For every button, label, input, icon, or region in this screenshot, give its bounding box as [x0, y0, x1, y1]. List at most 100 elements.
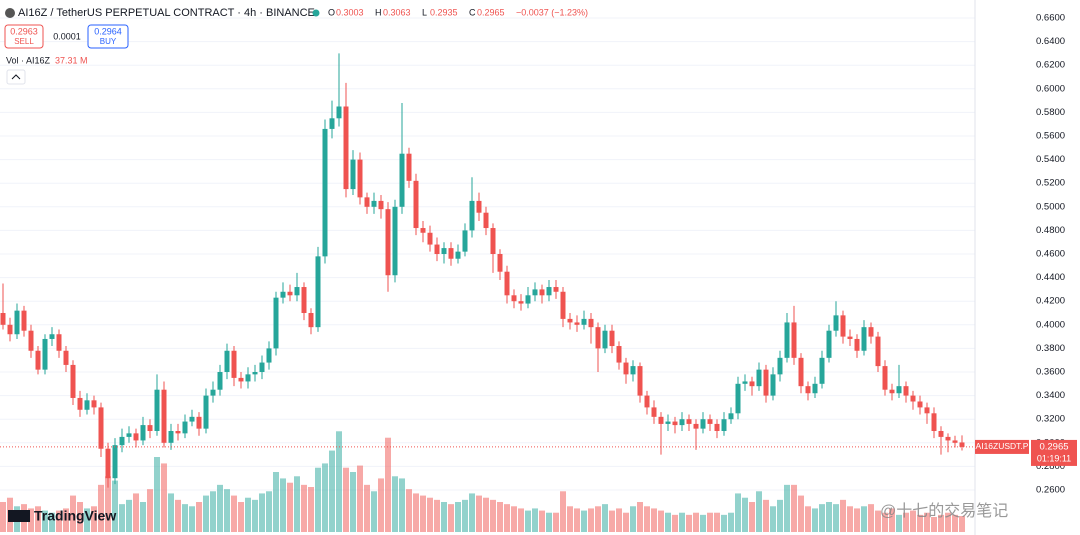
candle-body [665, 421, 671, 424]
volume-bar [203, 495, 209, 532]
volume-bar [420, 495, 426, 532]
volume-bar [336, 431, 342, 532]
sell-button[interactable] [4, 24, 44, 49]
legend-value: 0.3063 [383, 7, 411, 17]
candle-body [294, 287, 300, 296]
volume-bar [182, 504, 188, 532]
candle-body [175, 431, 181, 434]
volume-bar [847, 506, 853, 532]
volume-bar [707, 512, 713, 532]
volume-bar [924, 512, 930, 532]
candle-body [938, 431, 944, 437]
candle-body [469, 200, 475, 231]
volume-bar [868, 504, 874, 532]
volume-bar [581, 510, 587, 532]
candle-body [854, 338, 860, 351]
candle-body [126, 433, 132, 437]
candle-body [350, 159, 356, 190]
volume-bar [168, 493, 174, 532]
volume-bar [210, 491, 216, 532]
y-tick-label: 0.5400 [1036, 154, 1065, 165]
symbol-title: AI16Z / TetherUS PERPETUAL CONTRACT · 4h… [18, 7, 315, 19]
candle-layer [0, 53, 975, 488]
volume-bar [371, 491, 377, 532]
volume-bar [483, 497, 489, 532]
candle-body [504, 271, 510, 296]
candle-body [539, 289, 545, 296]
volume-bar [217, 484, 223, 532]
volume-bar [784, 484, 790, 532]
candle-body [329, 118, 335, 129]
volume-bar [70, 495, 76, 532]
volume-bar [791, 484, 797, 532]
y-tick-label: 0.5800 [1036, 107, 1065, 118]
volume-bar [504, 504, 510, 532]
candle-body [28, 330, 34, 351]
volume-bar [910, 510, 916, 532]
candle-body [322, 128, 328, 257]
volume-bar [91, 506, 97, 532]
volume-bar [49, 512, 55, 532]
candle-body [21, 310, 27, 331]
watermark: @十七的交易笔记 [880, 502, 1008, 520]
candle-body [875, 336, 881, 367]
candle-body [189, 416, 195, 422]
volume-bar [441, 502, 447, 532]
volume-bar [861, 506, 867, 532]
volume-bar [84, 508, 90, 532]
volume-bar [840, 499, 846, 532]
volume-bar [287, 482, 293, 532]
legend-key: O [328, 7, 335, 17]
logo-text: TradingView [34, 508, 116, 524]
candle-body [399, 153, 405, 207]
volume-bar [693, 512, 699, 532]
volume-bar [588, 508, 594, 532]
candle-body [553, 287, 559, 292]
candle-body [763, 369, 769, 396]
candle-body [679, 419, 685, 426]
volume-bar [959, 516, 965, 532]
volume-bar [609, 510, 615, 532]
candle-body [483, 212, 489, 229]
volume-bar [238, 502, 244, 532]
volume-bar [294, 476, 300, 532]
legend-value: 0.2965 [477, 7, 505, 17]
volume-bar [532, 508, 538, 532]
volume-bar [616, 508, 622, 532]
candle-body [651, 407, 657, 417]
volume-bar [560, 491, 566, 532]
candle-body [819, 357, 825, 384]
candle-body [84, 400, 90, 410]
candle-body [581, 318, 587, 325]
volume-bar [896, 514, 902, 532]
candle-body [805, 386, 811, 394]
volume-bar [882, 512, 888, 532]
candle-body [798, 357, 804, 387]
volume-bar [539, 510, 545, 532]
price-tag-bg [1031, 439, 1077, 466]
volume-bar [133, 493, 139, 532]
volume-bar [434, 499, 440, 532]
volume-bar [525, 510, 531, 532]
volume-bar [455, 502, 461, 532]
candle-body [602, 330, 608, 349]
y-tick-label: 0.2600 [1036, 485, 1065, 496]
legend-value: 0.3003 [336, 7, 364, 17]
candle-body [812, 383, 818, 394]
volume-bar [56, 510, 62, 532]
volume-bar [175, 499, 181, 532]
collapse-button[interactable] [6, 69, 26, 85]
collapse-icon [11, 74, 21, 80]
volume-bar [0, 502, 6, 532]
volume-bar [266, 491, 272, 532]
candle-body [959, 442, 965, 447]
volume-value: 37.31 M [55, 55, 88, 65]
volume-bar [623, 512, 629, 532]
buy-button[interactable] [87, 24, 129, 49]
candle-body [728, 413, 734, 420]
candle-body [308, 313, 314, 328]
candle-body [301, 287, 307, 313]
volume-bar [259, 493, 265, 532]
candle-body [644, 395, 650, 408]
volume-bar [378, 478, 384, 532]
